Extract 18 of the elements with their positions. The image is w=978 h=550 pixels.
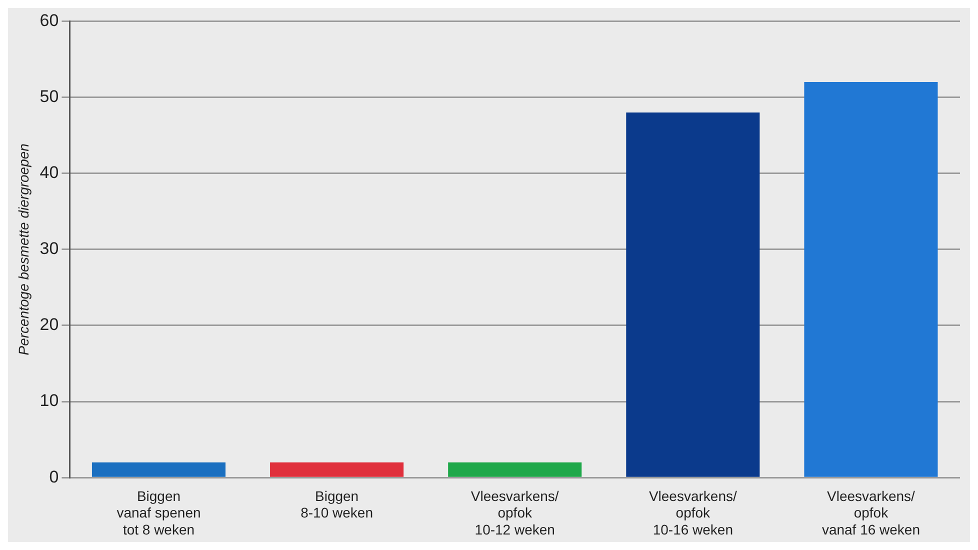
x-tick-label: Biggen vanaf spenen tot 8 weken [116,488,201,538]
x-tick-label: Vleesvarkens/ opfok vanaf 16 weken [822,488,920,538]
x-tick-label: Vleesvarkens/ opfok 10-12 weken [470,488,559,538]
y-tick-label: 0 [49,467,59,486]
y-tick-label: 20 [40,315,59,334]
y-tick-label: 40 [40,163,59,182]
bar [804,82,938,477]
y-tick-label: 50 [40,86,59,106]
y-tick-label: 30 [40,239,59,258]
bar [626,112,760,477]
bar [270,462,404,477]
y-tick-label: 60 [40,10,59,30]
bar [92,462,226,477]
y-tick-label: 10 [40,391,59,410]
x-tick-label: Vleesvarkens/ opfok 10-16 weken [648,488,737,538]
bar [448,462,582,477]
x-tick-label: Biggen 8-10 weken [300,488,373,521]
y-axis-title: Percentoge besmette diergroepen [15,143,32,356]
